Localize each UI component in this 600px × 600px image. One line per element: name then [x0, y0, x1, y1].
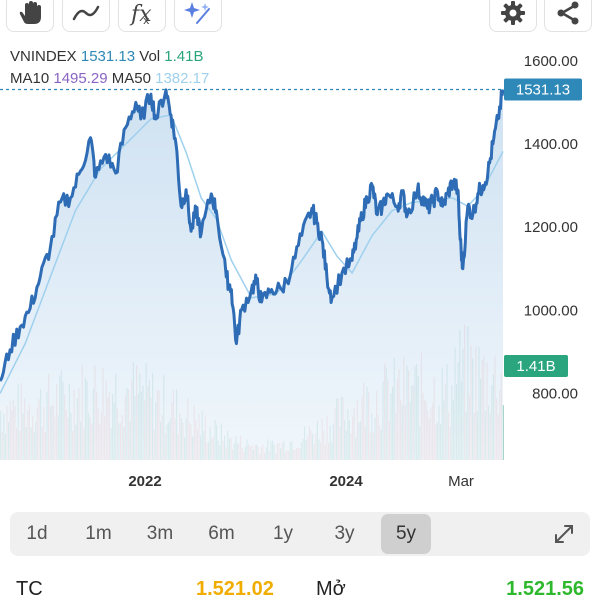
range-3y[interactable]: 3y	[334, 523, 355, 544]
magic-tool-button[interactable]	[174, 0, 222, 32]
price-line	[0, 88, 505, 382]
chart-toolbar: fx x	[0, 0, 600, 38]
quote-summary: TC 1.521.02 Mở 1.521.56	[0, 578, 600, 600]
range-1d[interactable]: 1d	[26, 523, 48, 544]
y-tick-label: 1400.00	[524, 136, 578, 153]
chart-info-line-2: MA10 1495.29 MA50 1382.17	[10, 70, 209, 88]
chart-info-line-1: VNINDEX 1531.13 Vol 1.41B	[10, 48, 204, 66]
chart-canvas[interactable]: 1600.00 1400.00 1200.00 1000.00 800.00 1531.1…	[0, 40, 600, 500]
range-6m[interactable]: 6m	[208, 523, 235, 544]
ma50-label: MA50	[111, 70, 151, 87]
hand-tool-icon	[19, 1, 41, 24]
y-tick-label: 1600.00	[524, 53, 578, 70]
function-tool-icon: fx x	[129, 2, 152, 27]
x-tick-label: Mar	[448, 473, 474, 490]
price-chart[interactable]: 1600.00 1400.00 1200.00 1000.00 800.00 1531.1…	[0, 40, 600, 500]
share-button[interactable]	[544, 0, 592, 32]
tc-label: TC	[16, 578, 43, 600]
x-tick-label: 2024	[329, 473, 363, 490]
price-badge	[504, 78, 582, 101]
svg-text:x: x	[143, 14, 150, 27]
volume-badge	[504, 355, 568, 377]
y-tick-label: 800.00	[532, 385, 578, 402]
expand-icon[interactable]	[552, 522, 576, 546]
line-tool-button[interactable]	[62, 0, 110, 32]
volume-badge-label: 1.41B	[516, 358, 555, 375]
ma50-value: 1382.17	[155, 70, 210, 87]
symbol-label: VNINDEX	[10, 48, 77, 65]
price-badge-label: 1531.13	[516, 81, 570, 98]
function-tool-button[interactable]: fx x	[118, 0, 166, 32]
range-selector: 1d 1m 3m 6m 1y 3y 5y	[10, 512, 590, 556]
price-value: 1531.13	[80, 48, 136, 65]
hand-tool-button[interactable]	[6, 0, 54, 32]
range-3m[interactable]: 3m	[146, 523, 174, 544]
vol-value: 1.41B	[164, 48, 204, 65]
share-icon	[557, 1, 579, 25]
svg-text:fx: fx	[129, 2, 152, 27]
x-tick-label: 2022	[128, 473, 161, 490]
y-tick-label: 1200.00	[524, 219, 578, 236]
vol-label: Vol	[139, 48, 161, 65]
range-1m[interactable]: 1m	[85, 523, 112, 544]
settings-button[interactable]	[489, 0, 537, 32]
gear-icon	[501, 1, 525, 25]
open-value: 1.521.56	[506, 578, 584, 600]
open-label: Mở	[316, 578, 346, 600]
tc-value: 1.521.02	[196, 578, 274, 600]
ma10-label: MA10	[10, 70, 50, 87]
range-1y[interactable]: 1y	[272, 523, 294, 544]
ma10-value: 1495.29	[53, 70, 108, 87]
y-tick-label: 1000.00	[524, 302, 578, 319]
magic-tool-icon	[184, 2, 210, 24]
range-5y[interactable]: 5y	[381, 514, 431, 554]
price-area	[0, 89, 503, 460]
line-tool-icon	[72, 5, 100, 21]
